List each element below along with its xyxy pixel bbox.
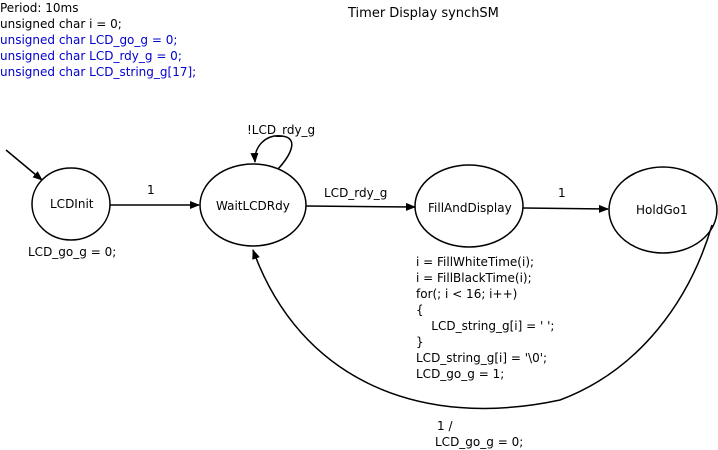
global-declaration: unsigned char LCD_string_g[17]; <box>0 65 197 79</box>
transition-fill-to-hold <box>522 204 609 213</box>
action-lcdinit: LCD_go_g = 0; <box>28 245 117 259</box>
transition-hold-to-wait <box>252 224 713 410</box>
global-declaration: unsigned char LCD_rdy_g = 0; <box>0 49 182 63</box>
state-lcdinit <box>31 167 111 241</box>
state-label-lcdinit: LCDInit <box>50 197 94 211</box>
initial-transition-arrow <box>5 149 43 181</box>
action-line: { <box>416 303 424 317</box>
diagram-title: Timer Display synchSM <box>348 6 499 21</box>
action-line: i = FillWhiteTime(i); <box>416 255 535 269</box>
state-label-waitlcdrdy: WaitLCDRdy <box>216 199 290 213</box>
transition-label-wait-self: !LCD_rdy_g <box>247 123 316 137</box>
transition-label-hold-to-wait-action: LCD_go_g = 0; <box>435 435 524 449</box>
transition-label-wait-to-fill: LCD_rdy_g <box>324 186 388 200</box>
action-line: i = FillBlackTime(i); <box>416 271 532 285</box>
state-waitlcdrdy <box>199 163 307 247</box>
state-holdgo1 <box>608 166 718 254</box>
global-declaration: unsigned char LCD_go_g = 0; <box>0 33 178 47</box>
transition-label-init-to-wait: 1 <box>147 183 155 197</box>
action-line: LCD_string_g[i] = '\0'; <box>416 351 548 365</box>
state-label-holdgo1: HoldGo1 <box>636 203 688 217</box>
period-text: Period: 10ms <box>0 1 79 15</box>
transition-wait-to-fill <box>305 202 416 211</box>
state-label-fillanddisplay: FillAndDisplay <box>428 201 512 215</box>
action-line: for(; i < 16; i++) <box>416 287 518 301</box>
local-declaration: unsigned char i = 0; <box>0 17 122 31</box>
transition-wait-self-loop <box>250 135 293 170</box>
action-line: } <box>416 335 424 349</box>
transition-label-hold-to-wait-condition: 1 / <box>437 419 453 433</box>
action-line: LCD_string_g[i] = ' '; <box>416 319 555 333</box>
action-line: LCD_go_g = 1; <box>416 367 505 381</box>
transition-label-fill-to-hold: 1 <box>558 186 566 200</box>
